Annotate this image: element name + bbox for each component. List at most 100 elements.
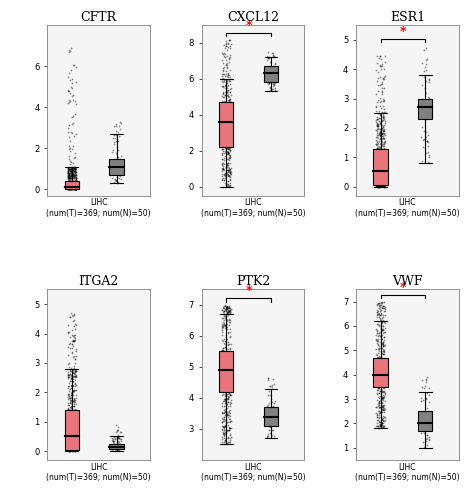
Point: [223, 385, 231, 393]
Point: [376, 178, 384, 186]
Point: [379, 317, 386, 325]
Point: [271, 404, 278, 412]
Point: [377, 298, 385, 306]
Point: [425, 102, 432, 110]
Point: [70, 446, 77, 454]
Point: [379, 319, 386, 327]
Point: [223, 76, 231, 84]
Point: [224, 116, 232, 124]
Point: [222, 302, 229, 310]
Point: [380, 344, 387, 352]
Point: [376, 342, 383, 350]
Point: [380, 375, 388, 383]
Point: [71, 186, 79, 194]
Point: [111, 134, 119, 142]
Point: [223, 398, 230, 406]
Point: [219, 116, 227, 124]
Point: [223, 326, 231, 334]
Point: [265, 54, 273, 62]
Point: [220, 430, 228, 438]
Point: [71, 334, 79, 342]
Point: [65, 363, 72, 371]
Point: [377, 298, 385, 306]
Point: [376, 387, 384, 395]
Point: [375, 310, 382, 318]
Point: [70, 406, 77, 414]
Point: [70, 186, 78, 194]
Point: [220, 70, 228, 78]
Point: [379, 340, 386, 348]
Point: [71, 164, 79, 172]
Point: [225, 307, 232, 315]
Point: [223, 305, 230, 313]
Point: [379, 158, 387, 166]
Point: [223, 440, 231, 448]
Point: [219, 64, 227, 72]
Point: [379, 405, 386, 413]
Point: [377, 166, 385, 174]
Point: [67, 173, 74, 181]
Point: [225, 434, 232, 442]
Point: [379, 148, 386, 156]
Point: [224, 178, 231, 186]
Point: [64, 168, 72, 176]
Point: [223, 410, 230, 418]
Point: [66, 366, 73, 374]
Point: [67, 186, 75, 194]
Point: [374, 170, 382, 178]
Point: [224, 180, 231, 188]
Point: [219, 114, 226, 122]
Point: [226, 77, 234, 85]
Point: [423, 55, 430, 63]
Point: [375, 398, 383, 406]
Point: [379, 394, 387, 402]
Point: [218, 324, 226, 332]
Point: [224, 172, 232, 180]
Point: [422, 376, 429, 384]
Point: [66, 176, 74, 184]
Point: [67, 170, 74, 177]
Point: [380, 76, 387, 84]
Point: [377, 125, 384, 133]
Point: [263, 432, 271, 440]
Point: [67, 408, 74, 416]
Point: [374, 178, 381, 186]
Point: [67, 186, 74, 194]
FancyBboxPatch shape: [418, 412, 432, 431]
Point: [378, 182, 385, 190]
Point: [67, 178, 74, 186]
Point: [72, 423, 80, 431]
Point: [219, 336, 226, 344]
Point: [64, 182, 72, 190]
Point: [225, 114, 232, 122]
Point: [70, 168, 78, 175]
Point: [221, 110, 229, 118]
Point: [269, 426, 277, 434]
Point: [67, 170, 75, 177]
Point: [226, 36, 234, 44]
Point: [226, 80, 234, 88]
Point: [69, 387, 76, 395]
Point: [71, 366, 79, 374]
Point: [224, 303, 231, 311]
Point: [224, 394, 232, 402]
Point: [65, 171, 72, 179]
Point: [376, 404, 383, 412]
Point: [378, 380, 386, 388]
Point: [422, 378, 430, 386]
Point: [219, 440, 226, 448]
Point: [381, 324, 388, 332]
Point: [69, 366, 77, 374]
Point: [221, 128, 229, 136]
Point: [374, 150, 382, 158]
Point: [223, 130, 231, 138]
Point: [377, 182, 384, 190]
Point: [68, 182, 76, 190]
Point: [116, 164, 124, 172]
Point: [220, 348, 228, 356]
Point: [226, 96, 233, 104]
Point: [225, 392, 232, 400]
Point: [223, 378, 231, 386]
Point: [224, 142, 232, 150]
Point: [68, 167, 75, 175]
